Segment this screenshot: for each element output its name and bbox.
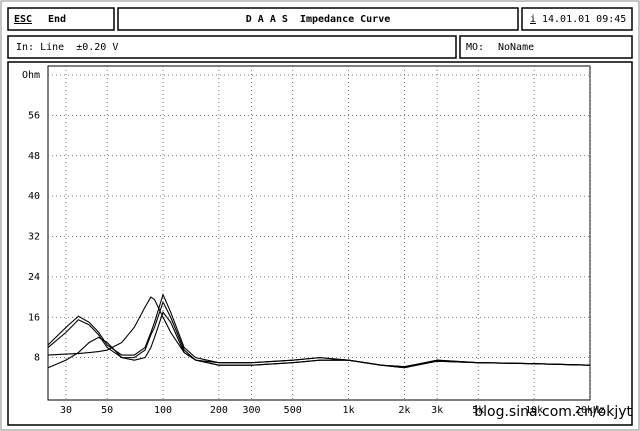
x-tick-label: 500 bbox=[284, 405, 302, 416]
watermark: blog.sina.com.cn/okjyt bbox=[474, 404, 632, 420]
esc-key: ESC bbox=[14, 14, 32, 25]
x-tick-label: 200 bbox=[210, 405, 228, 416]
y-tick-label: 48 bbox=[28, 151, 40, 162]
y-tick-label: 40 bbox=[28, 191, 40, 202]
x-tick-label: 1k bbox=[343, 405, 355, 416]
title-box bbox=[117, 7, 519, 31]
esc-label: End bbox=[48, 14, 66, 25]
datetime: 14.01.01 09:45 bbox=[542, 14, 626, 25]
impedance-curve bbox=[47, 296, 591, 369]
title: D A A S Impedance Curve bbox=[246, 14, 391, 25]
y-tick-label: 56 bbox=[28, 110, 40, 121]
y-tick-label: 16 bbox=[28, 312, 40, 323]
y-tick-label: 8 bbox=[34, 353, 40, 364]
input-box bbox=[7, 35, 457, 59]
input-level: In: Line ±0.20 V bbox=[16, 42, 118, 53]
plot-area bbox=[47, 65, 591, 401]
x-tick-label: 3k bbox=[431, 405, 443, 416]
x-tick-label: 300 bbox=[243, 405, 261, 416]
memory-box[interactable] bbox=[459, 35, 633, 59]
x-tick-label: 20kHz bbox=[575, 405, 605, 416]
esc-button[interactable] bbox=[7, 7, 115, 31]
x-tick-label: 50 bbox=[101, 405, 113, 416]
x-tick-label: 2k bbox=[398, 405, 410, 416]
impedance-curve bbox=[47, 311, 591, 369]
y-tick-label: 24 bbox=[28, 272, 40, 283]
info-box[interactable] bbox=[521, 7, 633, 31]
x-tick-label: 10k bbox=[525, 405, 543, 416]
y-tick-label: 32 bbox=[28, 232, 40, 243]
memory-key: MO: bbox=[466, 42, 484, 53]
x-tick-label: 100 bbox=[154, 405, 172, 416]
memory-name: NoName bbox=[498, 42, 534, 53]
chart-frame bbox=[7, 61, 633, 426]
x-tick-label: 30 bbox=[60, 405, 72, 416]
y-tick-label: Ohm bbox=[22, 70, 40, 81]
info-key: i bbox=[530, 14, 536, 25]
x-tick-label: 5k bbox=[472, 405, 484, 416]
